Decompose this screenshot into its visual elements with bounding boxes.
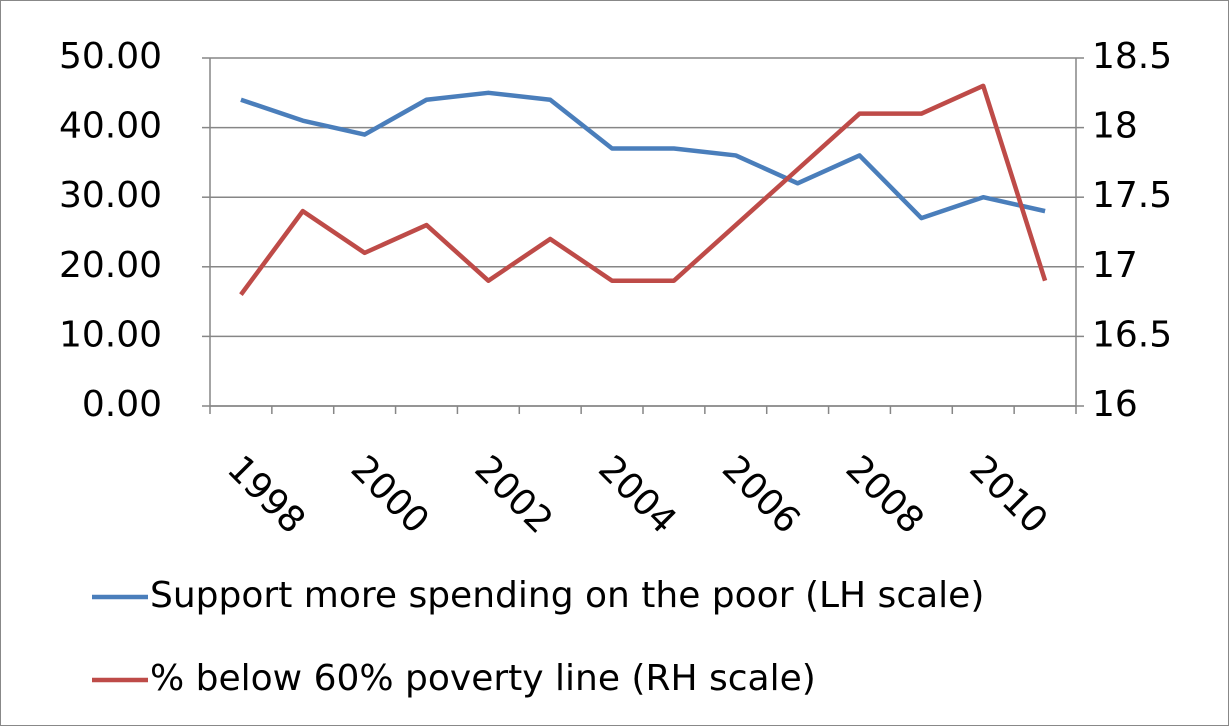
series-line xyxy=(239,83,1048,296)
series-line xyxy=(240,90,1046,221)
y2-tick-label: 16.5 xyxy=(1092,314,1172,355)
y-tick-label: 50.00 xyxy=(59,36,162,77)
y-tick-label: 10.00 xyxy=(59,314,162,355)
legend-label: Support more spending on the poor (LH sc… xyxy=(150,575,984,616)
y-tick-label: 30.00 xyxy=(59,175,162,216)
y-tick-label: 40.00 xyxy=(59,106,162,147)
y2-tick-label: 17 xyxy=(1092,245,1138,286)
y2-tick-label: 18 xyxy=(1092,106,1138,147)
y2-tick-label: 18.5 xyxy=(1092,36,1172,77)
y2-tick-label: 17.5 xyxy=(1092,175,1172,216)
y2-tick-label: 16 xyxy=(1092,384,1138,425)
y-tick-label: 0.00 xyxy=(82,384,162,425)
y-tick-label: 20.00 xyxy=(59,245,162,286)
legend-label: % below 60% poverty line (RH scale) xyxy=(150,658,816,699)
